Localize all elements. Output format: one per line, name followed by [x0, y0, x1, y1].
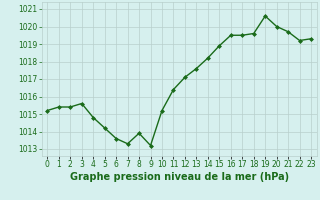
X-axis label: Graphe pression niveau de la mer (hPa): Graphe pression niveau de la mer (hPa) [70, 172, 289, 182]
